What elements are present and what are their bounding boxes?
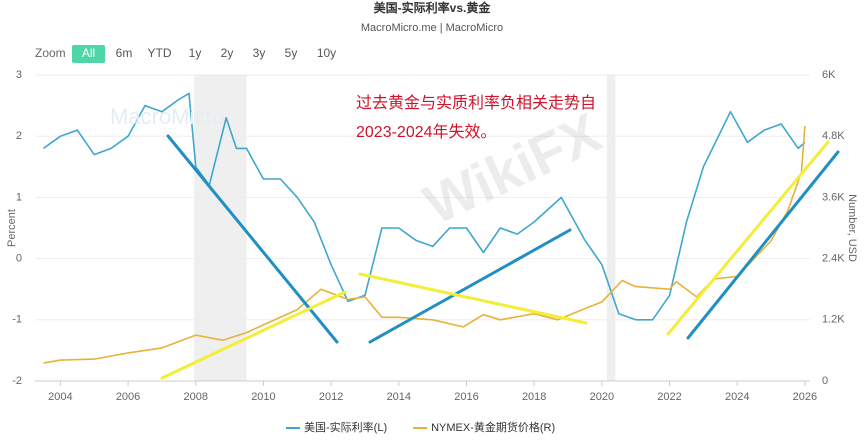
chart-subtitle: MacroMicro.me | MacroMicro [361, 22, 503, 34]
x-tick-label: 2018 [522, 391, 546, 403]
y-tick-label: -1 [12, 314, 22, 326]
trend-line [160, 290, 347, 380]
watermark: MacroMicro [110, 104, 225, 129]
zoom-button-label[interactable]: All [82, 46, 95, 60]
y2-axis-title: Number, USD [846, 194, 858, 262]
annotation: 2023-2024年失效。 [356, 123, 497, 141]
zoom-button[interactable]: 10y [317, 46, 336, 60]
series-line [43, 92, 806, 321]
x-tick-label: 2024 [725, 391, 749, 403]
y2-tick-label: 0 [822, 375, 828, 387]
zoom-button-label[interactable]: 3y [253, 46, 266, 60]
y-tick-label: 3 [16, 69, 22, 81]
zoom-button-label[interactable]: 10y [317, 46, 336, 60]
y2-tick-label: 3.6K [822, 191, 845, 203]
trend-line [358, 272, 588, 325]
zoom-button[interactable]: 5y [285, 46, 298, 60]
x-tick-label: 2012 [319, 391, 343, 403]
x-tick-label: 2020 [590, 391, 614, 403]
legend-label: 美国-实际利率(L) [304, 420, 387, 434]
trend-line [686, 150, 840, 340]
zoom-button[interactable]: 2y [221, 46, 234, 60]
zoom-button-label[interactable]: 2y [221, 46, 234, 60]
y-tick-label: 1 [16, 191, 22, 203]
trend-line [368, 228, 572, 344]
y2-tick-label: 4.8K [822, 130, 845, 142]
y2-tick-label: 6K [822, 69, 836, 81]
shaded-range [194, 75, 247, 381]
x-tick-label: 2008 [184, 391, 208, 403]
y-tick-label: 2 [16, 130, 22, 142]
zoom-button-label[interactable]: 1y [189, 46, 202, 60]
x-tick-label: 2016 [454, 391, 478, 403]
x-tick-label: 2014 [387, 391, 411, 403]
plot-area: -2 -1 0 1 2 3 0 1.2K 2.4K 3.6K 4.8K 6K 2004 2006 2008 2… [12, 69, 845, 403]
zoom-button[interactable]: 1y [189, 46, 202, 60]
trend-line [166, 134, 339, 344]
y2-tick-label: 2.4K [822, 253, 845, 265]
trend-annotations [160, 134, 840, 380]
zoom-button-label[interactable]: 5y [285, 46, 298, 60]
x-tick-label: 2004 [48, 391, 72, 403]
zoom-button-bg [72, 45, 105, 63]
zoom-button[interactable]: 3y [253, 46, 266, 60]
y2-tick-label: 1.2K [822, 314, 845, 326]
zoom-button[interactable]: 6m [116, 46, 133, 60]
x-tick-label: 2006 [116, 391, 140, 403]
zoom-button[interactable]: YTD [148, 46, 172, 60]
zoom-button[interactable]: All [72, 45, 105, 63]
annotation: 过去黄金与实质利率负相关走势自 [356, 94, 596, 112]
chart-title: 美国-实际利率vs.黄金 [374, 0, 492, 15]
zoom-button-label[interactable]: YTD [148, 46, 172, 60]
legend-label: NYMEX-黄金期货价格(R) [431, 420, 555, 434]
x-tick-label: 2022 [657, 391, 681, 403]
x-tick-label: 2010 [251, 391, 275, 403]
x-tick-label: 2026 [793, 391, 817, 403]
y-tick-label: -2 [12, 375, 22, 387]
trend-line [666, 140, 830, 336]
series-line [43, 125, 806, 364]
y-tick-label: 0 [16, 253, 22, 265]
zoom-label: Zoom [35, 46, 66, 60]
y-axis-title: Percent [6, 209, 18, 247]
watermark: WikiFX [415, 101, 610, 237]
zoom-button-label[interactable]: 6m [116, 46, 133, 60]
shaded-range [606, 75, 616, 381]
